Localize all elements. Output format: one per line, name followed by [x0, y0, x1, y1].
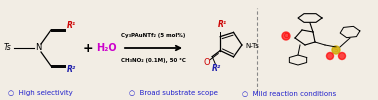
Text: ○  High selectivity: ○ High selectivity — [8, 90, 72, 96]
Text: CH₃NO₂ (0.1M), 50 °C: CH₃NO₂ (0.1M), 50 °C — [121, 58, 186, 63]
Text: O: O — [204, 58, 211, 67]
Circle shape — [327, 52, 333, 59]
Text: R²: R² — [212, 64, 221, 73]
Text: R²: R² — [67, 66, 76, 74]
Text: S: S — [334, 47, 338, 53]
Circle shape — [339, 52, 345, 59]
Text: O: O — [284, 33, 289, 39]
Text: ○  Broad substrate scope: ○ Broad substrate scope — [129, 90, 217, 96]
Text: Cy₃PAuNTf₂ (5 mol%): Cy₃PAuNTf₂ (5 mol%) — [121, 33, 186, 38]
Text: Ts: Ts — [4, 44, 12, 52]
Circle shape — [332, 46, 340, 54]
Text: R¹: R¹ — [218, 20, 227, 29]
Text: H₂O: H₂O — [96, 43, 116, 53]
Text: N-Ts: N-Ts — [245, 43, 259, 49]
Circle shape — [282, 32, 290, 40]
Text: ○  Mild reaction conditions: ○ Mild reaction conditions — [242, 90, 336, 96]
Text: R¹: R¹ — [67, 22, 76, 30]
Text: +: + — [83, 42, 93, 55]
Text: N: N — [35, 44, 41, 52]
